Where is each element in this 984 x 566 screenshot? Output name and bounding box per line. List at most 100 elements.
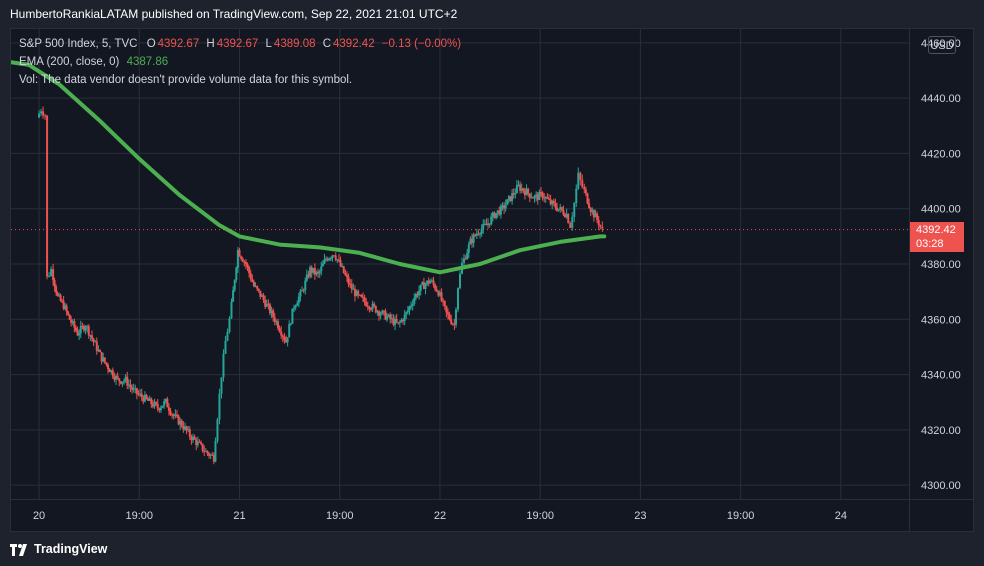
price-chart[interactable]: 4460.00 4440.00 4420.00 4400.00 4380.00 4360.… — [11, 29, 973, 531]
candle-body — [81, 325, 84, 327]
candle-body — [381, 310, 384, 314]
candle-body — [175, 414, 178, 416]
candle-body — [573, 203, 576, 217]
candle-body — [543, 197, 546, 199]
symbol-label[interactable]: S&P 500 Index, 5, TVC — [19, 38, 138, 50]
candle-body — [424, 284, 427, 290]
candle-body — [463, 258, 466, 263]
candle-body — [79, 325, 82, 334]
candle-body — [74, 327, 77, 331]
candle-body — [86, 326, 89, 328]
chart-frame[interactable]: 4460.00 4440.00 4420.00 4400.00 4380.00 4360.… — [10, 28, 974, 532]
candle-body — [317, 271, 320, 274]
candle-body — [200, 442, 203, 444]
candle-body — [530, 197, 533, 199]
candle-body — [321, 263, 324, 267]
candle-body — [273, 317, 276, 323]
candle-body — [379, 313, 382, 316]
candle-body — [241, 258, 244, 262]
ema-row: EMA (200, close, 0) 4387.86 — [19, 53, 461, 71]
candle-body — [456, 288, 459, 310]
candle-body — [427, 280, 430, 284]
candle-body — [166, 398, 169, 408]
candle-body — [116, 375, 119, 379]
candle-body — [562, 210, 565, 215]
candle-body — [204, 451, 207, 453]
candle-body — [370, 309, 373, 311]
candle-body — [288, 323, 291, 338]
candle-body — [105, 362, 108, 365]
candle-body — [418, 290, 421, 296]
candle-body — [228, 318, 231, 332]
candle-body — [554, 203, 557, 208]
candle-body — [454, 309, 457, 325]
candle-body — [164, 398, 167, 402]
y-tick-label: 4300.00 — [921, 480, 961, 492]
candle-body — [325, 258, 328, 260]
candle-body — [244, 261, 247, 265]
candle-body — [443, 300, 446, 306]
low-label: L — [265, 38, 272, 50]
candle-body — [445, 305, 448, 313]
candle-body — [264, 299, 267, 307]
candle-body — [73, 321, 76, 328]
candle-body — [374, 306, 377, 313]
candle-body — [599, 225, 602, 227]
candle-body — [309, 267, 312, 277]
candle-body — [318, 271, 321, 274]
candle-body — [419, 284, 422, 291]
candle-body — [507, 196, 510, 200]
footer-brand[interactable]: TradingView — [10, 540, 107, 558]
ohlc-row: S&P 500 Index, 5, TVC O 4392.67 H 4392.67 … — [19, 35, 461, 53]
candle-body — [368, 306, 371, 310]
candle-body — [185, 426, 188, 431]
candle-body — [150, 398, 153, 405]
candle-body — [275, 321, 278, 323]
candle-body — [413, 297, 416, 304]
candle-body — [198, 441, 201, 443]
candle-body — [519, 184, 522, 191]
candle-body — [323, 259, 326, 264]
candle-body — [376, 311, 379, 313]
candle-body — [517, 184, 520, 186]
candle-body — [87, 326, 90, 336]
candle-body — [248, 266, 251, 274]
candle-body — [82, 326, 85, 331]
candle-body — [142, 397, 145, 402]
y-tick-label: 4360.00 — [921, 314, 961, 326]
candle-body — [121, 381, 124, 384]
candle-body — [591, 210, 594, 212]
candle-body — [232, 290, 235, 302]
open-value: 4392.67 — [157, 38, 200, 50]
candle-body — [289, 323, 292, 325]
candle-body — [536, 194, 539, 200]
candle-body — [331, 255, 334, 258]
candle-body — [564, 214, 567, 218]
change-value: −0.13 (−0.00%) — [381, 38, 462, 50]
candle-body — [108, 369, 111, 373]
open-label: O — [146, 38, 156, 50]
currency-button[interactable]: USD — [928, 36, 956, 54]
candle-body — [115, 375, 118, 380]
candle-body — [52, 269, 55, 281]
candle-body — [487, 223, 490, 226]
candle-body — [76, 330, 79, 336]
x-tick-label: 19:00 — [326, 510, 354, 522]
candle-body — [78, 333, 81, 336]
ema-label[interactable]: EMA (200, close, 0) — [19, 56, 120, 68]
candle-body — [565, 214, 568, 218]
candle-body — [333, 255, 336, 257]
y-tick-label: 4340.00 — [921, 370, 961, 382]
candle-body — [344, 272, 347, 276]
candle-body — [451, 323, 454, 325]
candle-body — [341, 266, 344, 268]
candle-body — [469, 238, 472, 245]
ema-line — [11, 60, 607, 275]
candle-body — [230, 301, 233, 319]
last-price-tag: 4392.42 03:28 — [910, 221, 964, 252]
candle-body — [594, 213, 597, 218]
candle-body — [294, 305, 297, 308]
x-tick-label: 21 — [233, 510, 245, 522]
candle-body — [361, 296, 364, 298]
candle-body — [103, 357, 106, 363]
